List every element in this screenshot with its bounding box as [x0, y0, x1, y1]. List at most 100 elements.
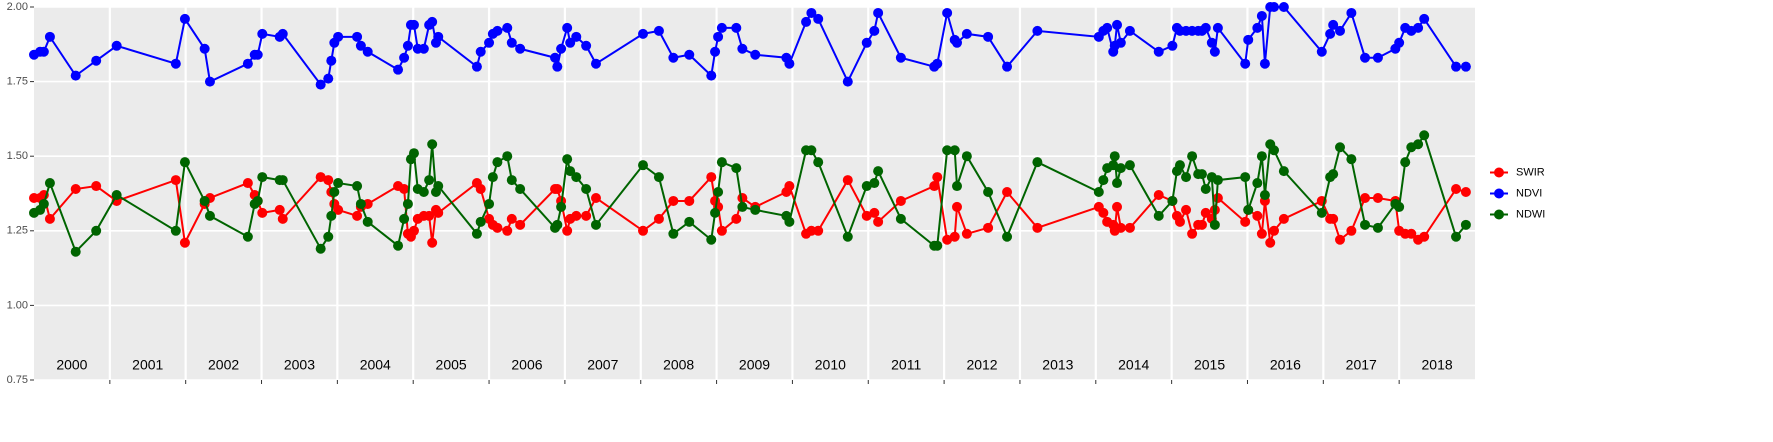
point: [329, 187, 340, 198]
legend-label: SWIR: [1516, 166, 1545, 178]
point: [571, 172, 582, 183]
point: [706, 70, 717, 81]
point: [471, 61, 482, 72]
point: [242, 178, 253, 189]
point: [581, 40, 592, 51]
point: [333, 31, 344, 42]
point: [471, 228, 482, 239]
panel: [34, 7, 1475, 380]
point: [1460, 61, 1471, 72]
y-tick-label: 2.00: [7, 1, 28, 13]
point: [1360, 192, 1371, 203]
point: [653, 213, 664, 224]
point: [1256, 151, 1267, 162]
point: [942, 145, 953, 156]
point: [713, 187, 724, 198]
point: [91, 55, 102, 66]
point: [242, 58, 253, 69]
point: [170, 225, 181, 236]
point: [362, 216, 373, 227]
point: [44, 178, 55, 189]
point: [277, 175, 288, 186]
point: [1153, 46, 1164, 57]
point: [1108, 160, 1119, 171]
point: [983, 187, 994, 198]
point: [1196, 219, 1207, 230]
y-tick-label: 1.00: [7, 299, 28, 311]
point: [44, 31, 55, 42]
point: [1032, 25, 1043, 36]
point: [393, 240, 404, 251]
point: [502, 22, 513, 33]
point: [716, 225, 727, 236]
point: [277, 213, 288, 224]
point: [315, 79, 326, 90]
point: [257, 207, 268, 218]
point: [1325, 28, 1336, 39]
point: [1328, 169, 1339, 180]
point: [408, 19, 419, 30]
point: [806, 145, 817, 156]
point: [842, 231, 853, 242]
point: [1451, 184, 1462, 195]
point: [252, 49, 263, 60]
point: [1196, 169, 1207, 180]
point: [352, 31, 363, 42]
point: [38, 198, 49, 209]
point: [1278, 166, 1289, 177]
point: [1181, 204, 1192, 215]
point: [1102, 22, 1113, 33]
point: [562, 225, 573, 236]
point: [252, 195, 263, 206]
point: [550, 52, 561, 63]
point: [1413, 139, 1424, 150]
point: [1200, 184, 1211, 195]
point: [323, 73, 334, 84]
point: [961, 151, 972, 162]
point: [737, 201, 748, 212]
point: [1269, 145, 1280, 156]
point: [170, 58, 181, 69]
point: [949, 145, 960, 156]
point: [942, 234, 953, 245]
point: [1187, 228, 1198, 239]
point: [1252, 210, 1263, 221]
point: [590, 219, 601, 230]
point: [355, 40, 366, 51]
point: [895, 213, 906, 224]
point: [873, 7, 884, 18]
point: [951, 37, 962, 48]
point: [393, 64, 404, 75]
legend-label: NDVI: [1516, 187, 1542, 199]
point: [1394, 37, 1405, 48]
point: [1124, 160, 1135, 171]
point: [813, 225, 824, 236]
point: [352, 210, 363, 221]
point: [949, 231, 960, 242]
point: [433, 31, 444, 42]
point: [506, 213, 517, 224]
point: [1372, 192, 1383, 203]
point: [713, 31, 724, 42]
point: [1419, 130, 1430, 141]
point: [562, 22, 573, 33]
point: [731, 213, 742, 224]
point: [1206, 37, 1217, 48]
point: [1419, 231, 1430, 242]
point: [1259, 189, 1270, 200]
point: [111, 40, 122, 51]
point: [784, 181, 795, 192]
point: [315, 172, 326, 183]
point: [70, 246, 81, 257]
point: [408, 225, 419, 236]
point: [1252, 178, 1263, 189]
point: [1256, 10, 1267, 21]
point: [842, 175, 853, 186]
point: [1259, 58, 1270, 69]
point: [731, 22, 742, 33]
point: [784, 216, 795, 227]
point: [951, 201, 962, 212]
point: [1335, 142, 1346, 153]
point: [1460, 219, 1471, 230]
